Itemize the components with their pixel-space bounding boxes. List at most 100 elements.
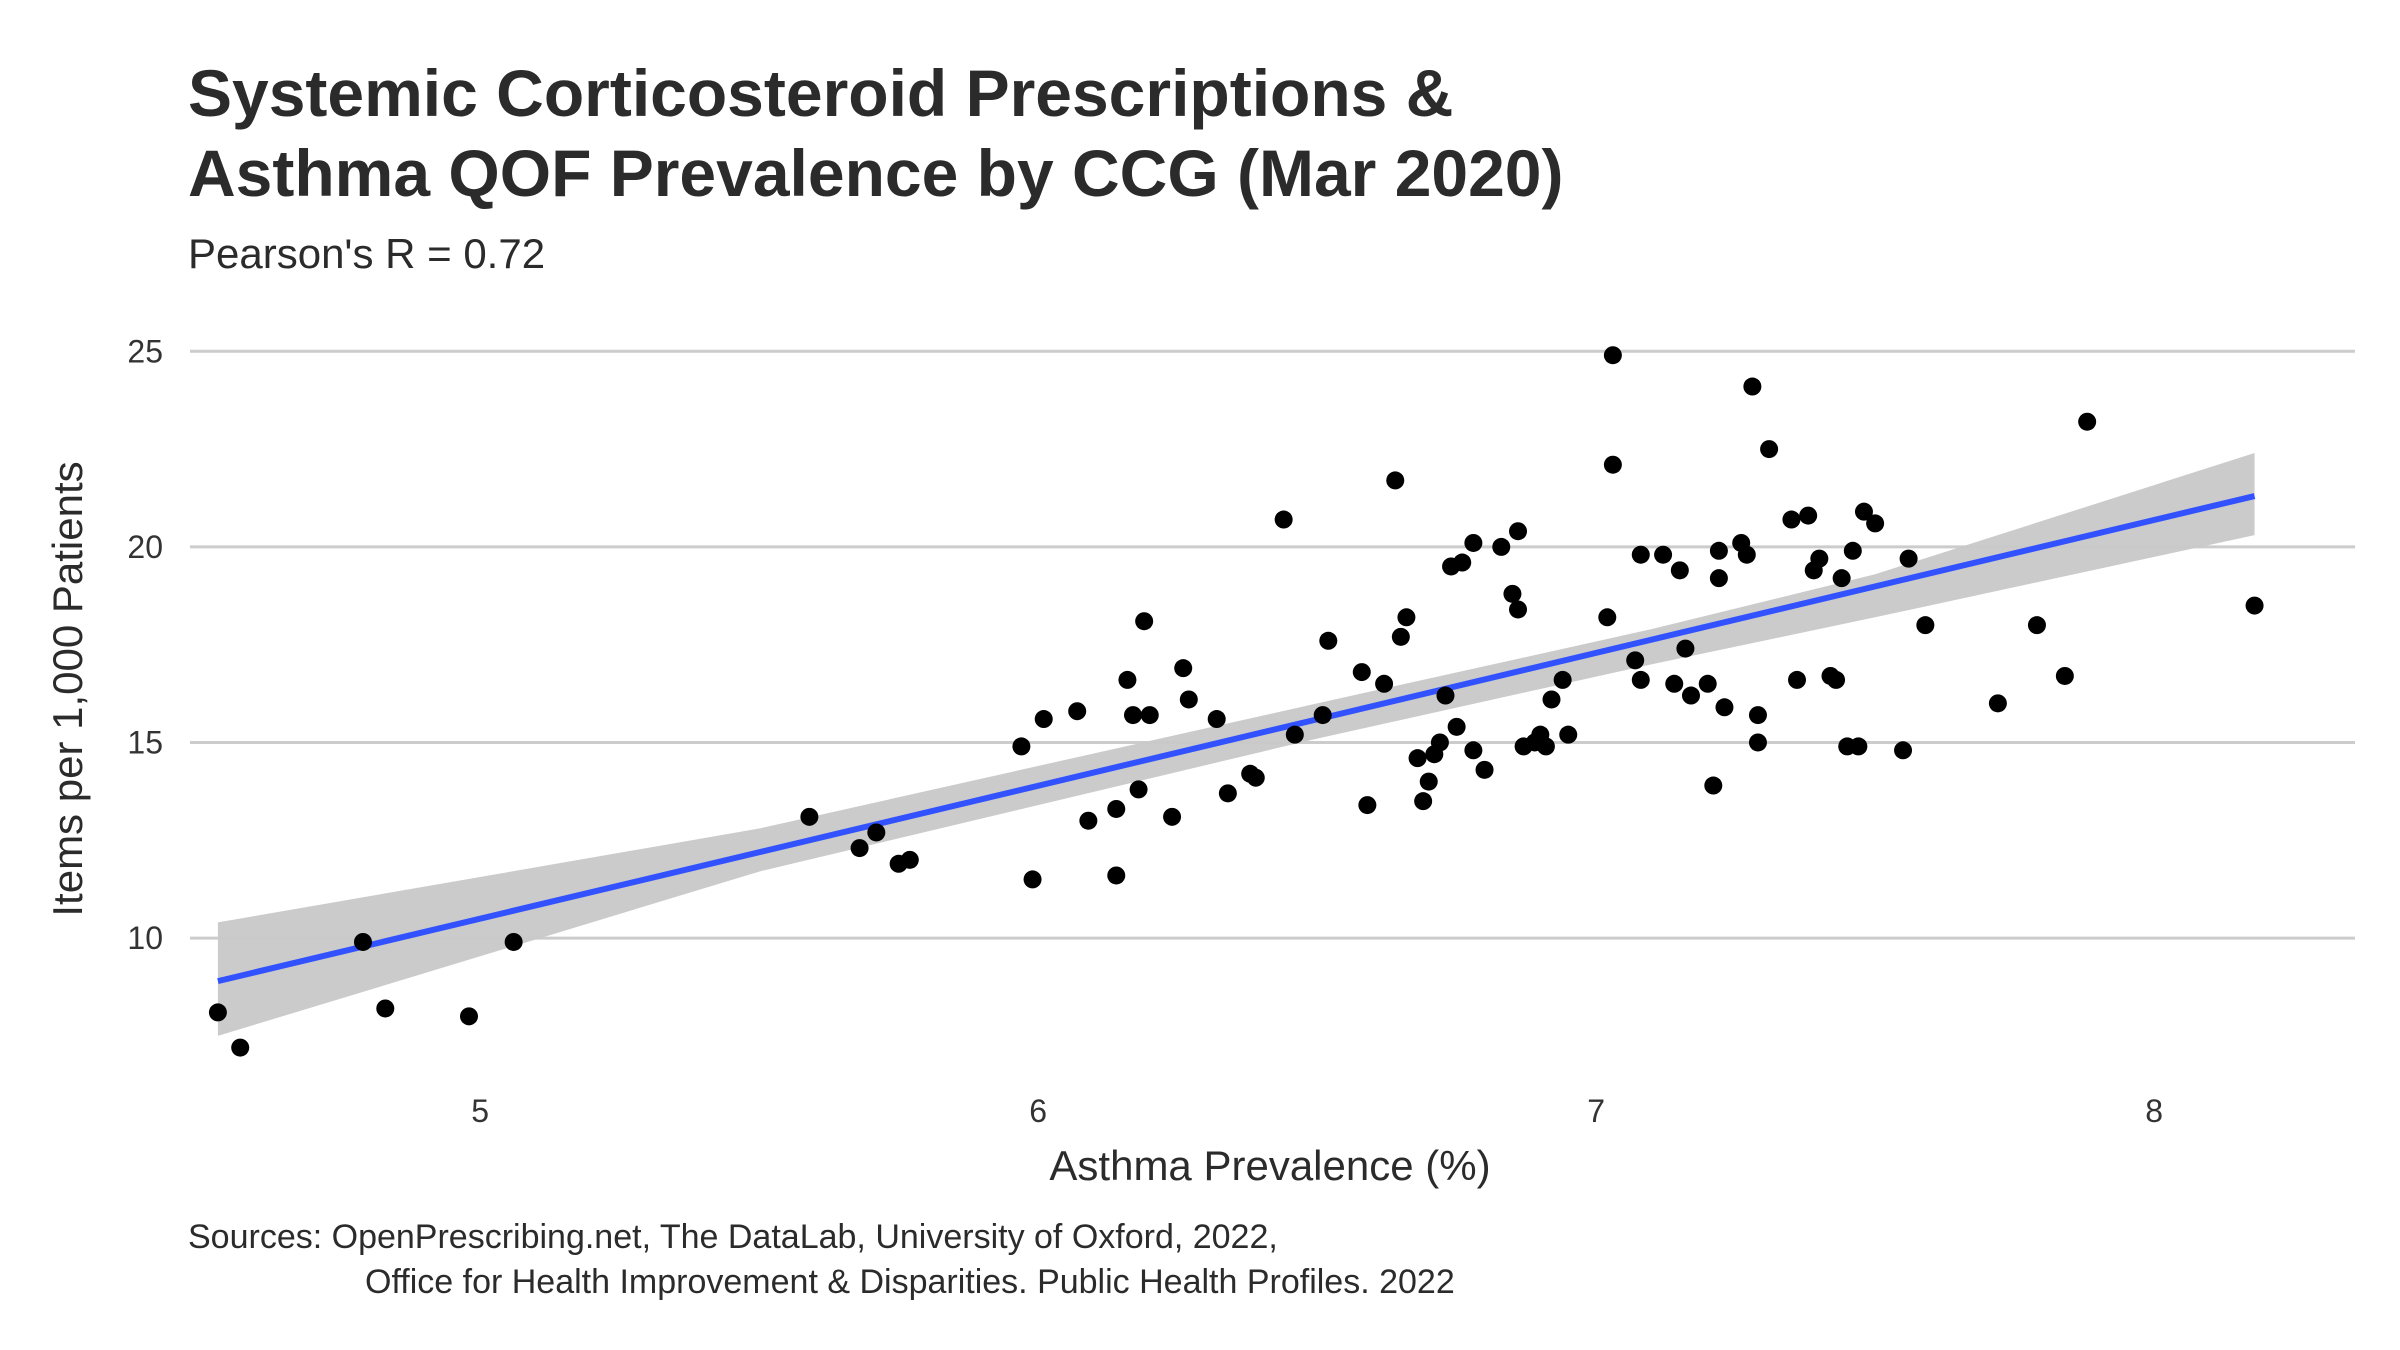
data-point-82: [1748, 706, 1767, 725]
data-point-37: [1386, 471, 1405, 490]
data-point-51: [1475, 760, 1494, 779]
data-point-7: [850, 839, 869, 858]
data-point-36: [1375, 674, 1394, 693]
data-point-55: [1509, 522, 1528, 541]
data-point-24: [1174, 659, 1193, 678]
data-point-1: [231, 1038, 250, 1057]
data-point-5: [504, 932, 523, 951]
x-tick-label-8: 8: [2145, 1093, 2163, 1129]
chart-subtitle: Pearson's R = 0.72: [188, 230, 546, 277]
data-point-34: [1352, 663, 1371, 682]
data-point-64: [1603, 346, 1622, 365]
data-point-54: [1509, 600, 1528, 619]
caption-line-2: Office for Health Improvement & Disparit…: [365, 1263, 1455, 1301]
data-point-92: [1832, 569, 1851, 588]
data-point-67: [1631, 670, 1650, 689]
data-point-62: [1559, 725, 1578, 744]
data-point-30: [1274, 510, 1293, 529]
data-point-66: [1626, 651, 1645, 670]
data-point-26: [1207, 710, 1226, 729]
y-tick-label-20: 20: [127, 529, 163, 565]
data-point-61: [1553, 670, 1572, 689]
regression-line: [217, 493, 2256, 985]
data-point-40: [1408, 749, 1427, 768]
data-point-83: [1748, 733, 1767, 752]
caption-line-1: Sources: OpenPrescribing.net, The DataLa…: [188, 1218, 1278, 1256]
data-point-32: [1313, 706, 1332, 725]
data-point-19: [1124, 706, 1143, 725]
y-axis-title: Items per 1,000 Patients: [44, 461, 91, 916]
data-point-98: [1894, 741, 1913, 760]
data-point-11: [1012, 737, 1031, 756]
data-point-45: [1436, 686, 1455, 705]
data-point-35: [1358, 796, 1377, 815]
data-point-59: [1536, 737, 1555, 756]
y-tick-label-15: 15: [127, 724, 163, 760]
data-point-87: [1799, 506, 1818, 525]
data-point-48: [1453, 553, 1472, 572]
data-point-97: [1866, 514, 1885, 533]
gridlines: [190, 349, 2355, 940]
x-tick-label-5: 5: [471, 1093, 489, 1129]
data-point-29: [1246, 768, 1265, 787]
chart-title-line-1: Systemic Corticosteroid Prescriptions &: [188, 56, 1454, 130]
data-point-75: [1704, 776, 1723, 795]
x-tick-label-6: 6: [1029, 1093, 1047, 1129]
data-point-89: [1810, 549, 1829, 568]
data-point-39: [1397, 608, 1416, 627]
data-point-44: [1430, 733, 1449, 752]
data-point-18: [1118, 670, 1137, 689]
data-point-15: [1079, 811, 1098, 830]
data-point-94: [1843, 541, 1862, 560]
y-tick-label-10: 10: [127, 920, 163, 956]
data-point-70: [1665, 674, 1684, 693]
data-point-85: [1782, 510, 1801, 529]
data-point-86: [1788, 670, 1807, 689]
data-point-50: [1464, 533, 1483, 552]
data-point-38: [1391, 627, 1410, 646]
data-point-84: [1760, 440, 1779, 459]
data-point-105: [2245, 596, 2264, 615]
data-point-73: [1681, 686, 1700, 705]
data-point-65: [1603, 455, 1622, 474]
data-point-104: [2078, 412, 2097, 431]
data-point-52: [1492, 537, 1511, 556]
data-point-99: [1899, 549, 1918, 568]
y-tick-label-25: 25: [127, 333, 163, 369]
data-point-60: [1542, 690, 1561, 709]
data-point-16: [1107, 866, 1126, 885]
x-tick-labels: 5 6 7 8: [471, 1093, 2163, 1129]
data-point-12: [1023, 870, 1042, 889]
data-point-101: [1988, 694, 2007, 713]
data-point-69: [1654, 545, 1673, 564]
data-point-81: [1743, 377, 1762, 396]
data-point-3: [376, 999, 395, 1018]
data-point-33: [1319, 631, 1338, 650]
data-point-78: [1715, 698, 1734, 717]
data-point-96: [1854, 502, 1873, 521]
data-point-102: [2027, 616, 2046, 635]
data-point-20: [1129, 780, 1148, 799]
confidence-band-layer: [217, 453, 2255, 1036]
x-axis-title: Asthma Prevalence (%): [1049, 1142, 1490, 1189]
data-point-13: [1034, 710, 1053, 729]
data-point-10: [900, 850, 919, 869]
data-point-6: [800, 807, 819, 826]
data-point-42: [1419, 772, 1438, 791]
data-point-0: [208, 1003, 227, 1022]
data-point-2: [353, 932, 372, 951]
data-point-27: [1218, 784, 1237, 803]
data-point-68: [1631, 545, 1650, 564]
data-point-47: [1447, 717, 1466, 736]
data-point-76: [1709, 569, 1728, 588]
data-point-22: [1140, 706, 1159, 725]
data-point-103: [2055, 666, 2074, 685]
data-point-25: [1179, 690, 1198, 709]
data-point-71: [1670, 561, 1689, 580]
data-point-77: [1709, 541, 1728, 560]
data-point-14: [1068, 702, 1087, 721]
x-tick-label-7: 7: [1587, 1093, 1605, 1129]
data-point-49: [1464, 741, 1483, 760]
confidence-band: [217, 453, 2255, 1036]
